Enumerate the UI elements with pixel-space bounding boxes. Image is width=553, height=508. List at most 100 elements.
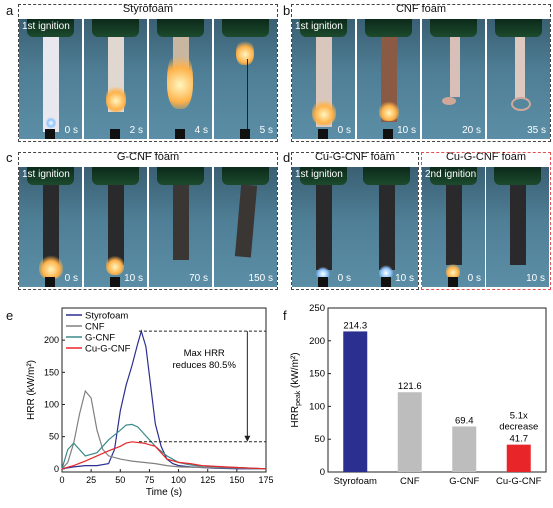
x-tick-label: 25 — [86, 475, 96, 485]
category-label: CNF — [400, 476, 420, 487]
time-label: 150 s — [248, 273, 273, 284]
ignition-label: 1st ignition — [22, 21, 70, 32]
ignition-label: 1st ignition — [295, 21, 343, 32]
time-label: 2 s — [129, 125, 143, 136]
panel-letter-a: a — [6, 3, 14, 18]
legend-label: Styrofoam — [85, 311, 128, 322]
time-label: 0 s — [337, 273, 351, 284]
category-label: Cu-G-CNF — [496, 476, 542, 487]
y-tick-label: 0 — [54, 464, 59, 474]
x-tick-label: 100 — [171, 475, 186, 485]
legend-label: G-CNF — [85, 333, 115, 344]
gcnf-title: G-CNF foam — [116, 151, 180, 163]
time-label: 10 s — [395, 273, 414, 284]
x-tick-label: 0 — [59, 475, 64, 485]
plot-frame — [327, 307, 547, 473]
panel-letter-c: c — [6, 150, 13, 165]
y-axis-label: HRR (kW/m²) — [26, 360, 37, 420]
cugcnf-2nd-photo-group: Cu-G-CNF foam 2nd ignition 0 s 10 s — [421, 151, 551, 290]
decrease-annotation-2: decrease — [499, 422, 538, 433]
time-label: 0 s — [64, 125, 78, 136]
styrofoam-photo-5s: 5 s — [214, 19, 277, 139]
time-label: 0 s — [467, 273, 481, 284]
cugcnf-2nd-title: Cu-G-CNF foam — [445, 151, 527, 163]
category-label: G-CNF — [449, 476, 479, 487]
bar-value-label: 69.4 — [455, 415, 474, 426]
cnf-photo-0s: 1st ignition 0 s — [292, 19, 355, 139]
y-tick-label: 0 — [320, 467, 325, 478]
cnf-photo-group: CNF foam 1st ignition 0 s 10 s 20 s 35 s — [291, 3, 551, 142]
x-tick-label: 50 — [115, 475, 125, 485]
x-tick-label: 150 — [229, 475, 244, 485]
bar-value-label: 121.6 — [398, 381, 422, 392]
gcnf-photo-10s: 10 s — [84, 167, 147, 287]
ignition-label: 1st ignition — [295, 169, 343, 180]
cnf-title: CNF foam — [395, 3, 447, 15]
bar-chart-axes: 0 50 100 150 200 250 HRRpeak (kW/m²) — [290, 303, 547, 478]
plot-frame — [61, 307, 267, 473]
time-label: 35 s — [527, 125, 546, 136]
cnf-photo-10s: 10 s — [357, 19, 420, 139]
styrofoam-title: Styrofoam — [122, 3, 174, 15]
annotation-line-1: Max HRR — [184, 348, 225, 359]
y-tick-label: 200 — [309, 336, 325, 347]
bar-cnf — [397, 392, 422, 472]
time-label: 20 s — [462, 125, 481, 136]
panel-letter-f: f — [283, 308, 287, 323]
line-chart-axes: 0 25 50 75 100 125 150 175 0 50 100 150 200 Time (s) H… — [26, 307, 274, 498]
hrr-peak-bar-chart: 0 50 100 150 200 250 HRRpeak (kW/m²) 214.3 Styr… — [290, 303, 547, 487]
series-line-cu-g-cnf — [61, 441, 267, 470]
panel-letter-e: e — [6, 308, 14, 323]
time-label: 0 s — [337, 125, 351, 136]
styrofoam-photo-0s: 1st ignition 0 s — [19, 19, 82, 139]
line-chart-series — [61, 329, 267, 470]
cugcnf-photo-0s: 1st ignition 0 s — [292, 167, 355, 287]
y-tick-label: 200 — [44, 335, 59, 345]
styrofoam-photo-group: Styrofoam 1st ignition 0 s 2 s 4 s 5 s — [18, 3, 278, 142]
bar-value-label: 214.3 — [343, 320, 367, 331]
annotation-line-2: reduces 80.5% — [173, 360, 237, 371]
y-axis-label: HRRpeak (kW/m²) — [290, 352, 302, 427]
time-label: 10 s — [124, 273, 143, 284]
cnf-photo-35s: 35 s — [487, 19, 550, 139]
cugcnf-photo-10s: 10 s — [355, 167, 418, 287]
gcnf-photo-150s: 150 s — [214, 167, 277, 287]
time-label: 5 s — [259, 125, 273, 136]
x-tick-label: 75 — [144, 475, 154, 485]
category-label: Styrofoam — [334, 476, 377, 487]
series-line-cnf — [61, 389, 267, 470]
panel-letter-b: b — [283, 3, 291, 18]
bar-g-cnf — [452, 426, 477, 472]
bar-styrofoam — [343, 331, 368, 472]
ignition-label: 1st ignition — [22, 169, 70, 180]
time-label: 10 s — [526, 273, 545, 284]
gcnf-photo-group: G-CNF foam 1st ignition 0 s 10 s 70 s 15… — [18, 151, 278, 290]
styrofoam-photo-4s: 4 s — [149, 19, 212, 139]
bar-cu-g-cnf — [506, 444, 531, 472]
bar-chart-bars: 214.3 Styrofoam 121.6 CNF 69.4 G-CNF 41.7 Cu-G-… — [334, 320, 542, 487]
time-label: 4 s — [194, 125, 208, 136]
decrease-annotation-1: 5.1x — [510, 411, 528, 422]
y-tick-label: 50 — [314, 434, 325, 445]
series-line-g-cnf — [61, 423, 267, 470]
styrofoam-photo-2s: 2 s — [84, 19, 147, 139]
legend-label: CNF — [85, 322, 105, 333]
legend-label: Cu-G-CNF — [85, 344, 131, 355]
cugcnf-2nd-photo-0s: 2nd ignition 0 s — [422, 167, 485, 287]
time-label: 0 s — [64, 273, 78, 284]
y-tick-label: 150 — [309, 369, 325, 380]
hrr-line-chart: 0 25 50 75 100 125 150 175 0 50 100 150 200 Time (s) H… — [26, 307, 274, 498]
y-tick-label: 250 — [309, 303, 325, 314]
time-label: 70 s — [189, 273, 208, 284]
y-tick-label: 50 — [49, 432, 59, 442]
ignition-label: 2nd ignition — [425, 169, 477, 180]
cugcnf-1st-photo-group: Cu-G-CNF foam 1st ignition 0 s 10 s — [291, 151, 419, 290]
x-tick-label: 125 — [200, 475, 215, 485]
cugcnf-1st-title: Cu-G-CNF foam — [314, 151, 396, 163]
x-tick-label: 175 — [258, 475, 273, 485]
time-label: 10 s — [397, 125, 416, 136]
y-tick-label: 100 — [44, 399, 59, 409]
x-axis-label: Time (s) — [146, 487, 182, 498]
gcnf-photo-70s: 70 s — [149, 167, 212, 287]
